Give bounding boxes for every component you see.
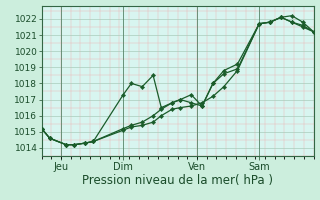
X-axis label: Pression niveau de la mer( hPa ): Pression niveau de la mer( hPa ): [82, 174, 273, 187]
